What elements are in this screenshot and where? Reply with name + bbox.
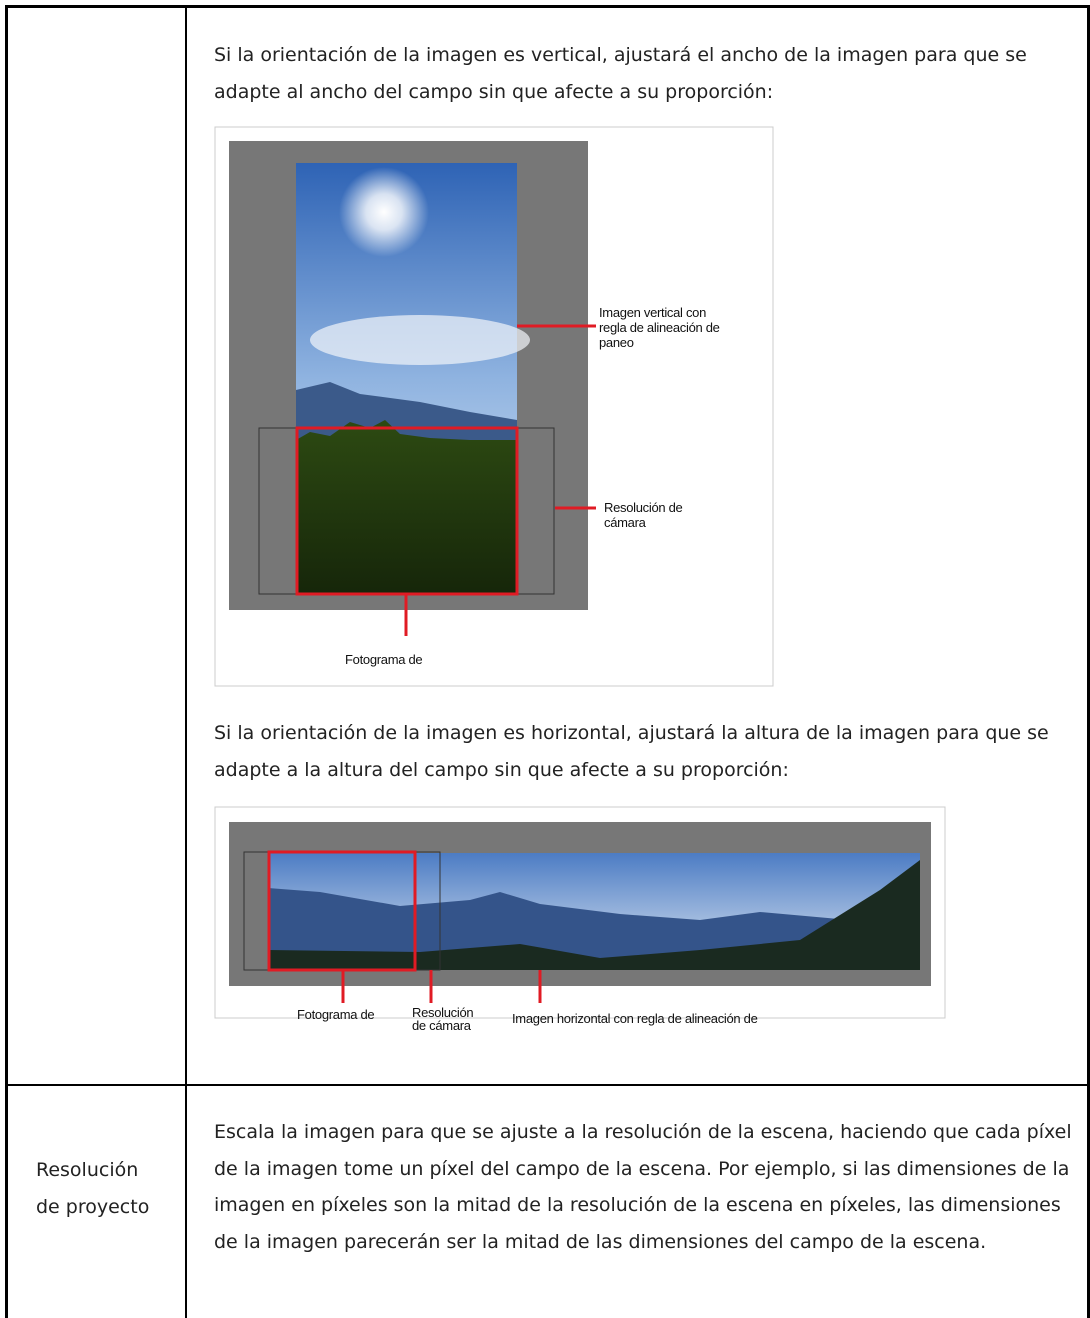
table-border: [1087, 5, 1090, 1318]
cloud: [310, 315, 530, 365]
trees: [268, 860, 920, 970]
figure-label: Resolución: [412, 1005, 473, 1020]
option-name: Resolución de proyecto: [36, 1159, 150, 1218]
figure-label: Imagen horizontal con regla de alineació…: [512, 1011, 758, 1026]
column-divider: [185, 5, 187, 1318]
figure-label: cámara: [604, 515, 647, 530]
figure-label: Fotograma de: [345, 652, 422, 667]
grass: [296, 420, 517, 594]
paragraph: Si la orientación de la imagen es vertic…: [214, 44, 1027, 103]
figure-label: de cámara: [412, 1018, 472, 1033]
row-divider: [5, 1084, 1090, 1086]
figure-label: paneo: [599, 335, 634, 350]
sun: [339, 167, 429, 257]
paragraph: Si la orientación de la imagen es horizo…: [214, 722, 1049, 781]
paragraph: Escala la imagen para que se ajuste a la…: [214, 1121, 1072, 1253]
figure-label: Fotograma de: [297, 1007, 374, 1022]
figure-label: Imagen vertical con: [599, 305, 706, 320]
table-border: [5, 5, 1090, 8]
table-border: [5, 5, 8, 1318]
figure-label: Resolución de: [604, 500, 683, 515]
figure-label: regla de alineación de: [599, 320, 720, 335]
